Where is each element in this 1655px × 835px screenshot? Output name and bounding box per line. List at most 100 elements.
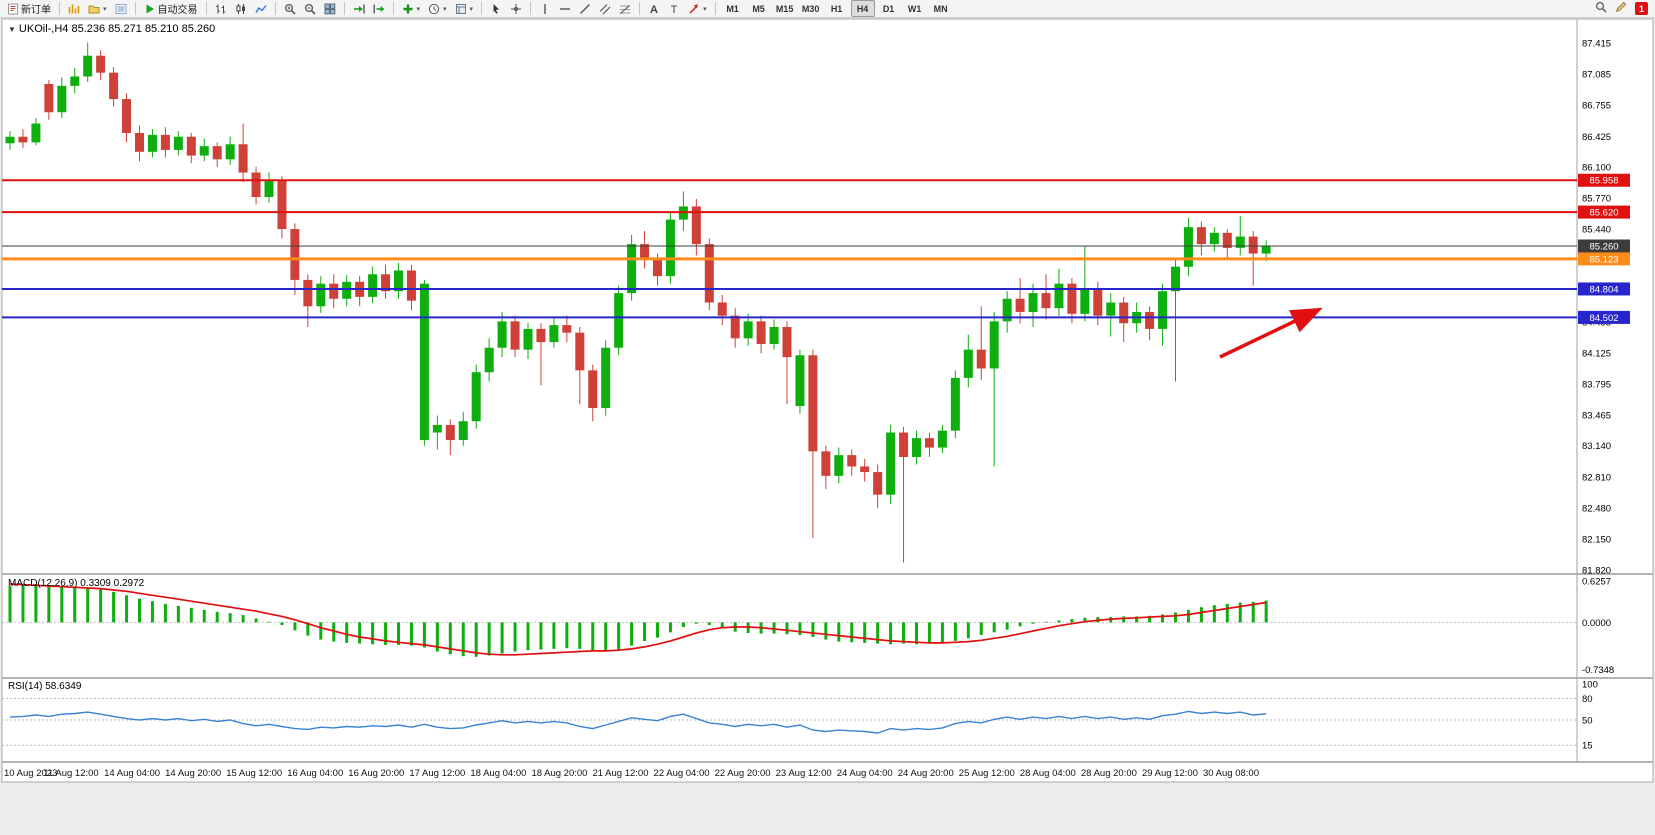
rsi-pane: 100 80 50 15 bbox=[2, 680, 1598, 752]
text-label-button[interactable]: T bbox=[665, 0, 683, 17]
notification-badge[interactable]: 1 bbox=[1635, 2, 1648, 15]
time-axis-label: 22 Aug 20:00 bbox=[715, 768, 771, 779]
dropdown-caret-icon: ▾ bbox=[443, 5, 447, 13]
zoom-out-button[interactable] bbox=[301, 0, 319, 17]
price-axis-tick: 83.465 bbox=[1582, 411, 1611, 422]
price-badge bbox=[1578, 252, 1630, 266]
horizontal-line-button[interactable] bbox=[556, 0, 574, 17]
time-axis-label: 21 Aug 12:00 bbox=[593, 768, 649, 779]
profiles-button[interactable]: ▾ bbox=[85, 0, 110, 17]
search-button[interactable] bbox=[1595, 0, 1607, 18]
zoom-in-button[interactable] bbox=[281, 0, 299, 17]
annotation-arrow[interactable] bbox=[1219, 307, 1323, 359]
rsi-axis-tick: 80 bbox=[1582, 694, 1593, 705]
dropdown-caret-icon: ▾ bbox=[103, 5, 107, 13]
rsi-axis-tick: 50 bbox=[1582, 716, 1593, 727]
new-order-button[interactable]: 新订单 bbox=[4, 0, 54, 17]
play-icon bbox=[146, 4, 154, 13]
textT-icon: T bbox=[671, 4, 678, 15]
timeframe-m5-button[interactable]: M5 bbox=[752, 3, 765, 14]
crosshair-icon bbox=[511, 3, 522, 14]
arrows-button[interactable]: ▾ bbox=[685, 0, 710, 17]
toolbar-separator bbox=[639, 2, 641, 15]
candle-chart-button[interactable] bbox=[232, 0, 250, 17]
toolbar-separator bbox=[481, 2, 483, 15]
arrows-icon bbox=[689, 3, 699, 14]
price-badge-label: 85.620 bbox=[1589, 208, 1618, 219]
chart-expand-icon[interactable]: ▼ bbox=[8, 25, 16, 34]
text-button[interactable]: A bbox=[645, 0, 663, 17]
chart-shift-icon bbox=[373, 4, 385, 13]
auto-scroll-button[interactable] bbox=[350, 0, 368, 17]
dropdown-caret-icon: ▾ bbox=[469, 5, 474, 13]
charts-button[interactable] bbox=[65, 0, 83, 17]
price-axis-tick: 85.770 bbox=[1582, 193, 1611, 204]
price-badge bbox=[1578, 205, 1630, 219]
timeframe-w1-button[interactable]: W1 bbox=[907, 3, 922, 14]
toolbar-separator bbox=[392, 2, 394, 15]
price-axis-tick: 87.085 bbox=[1582, 70, 1611, 81]
timeframe-m30-button[interactable]: M30 bbox=[801, 3, 820, 14]
edit-button[interactable] bbox=[1615, 0, 1627, 18]
price-badge bbox=[1578, 173, 1630, 187]
vertical-line-button[interactable] bbox=[536, 0, 554, 17]
chart-shift-button[interactable] bbox=[370, 0, 388, 17]
chart-background bbox=[1, 18, 1654, 783]
time-axis-label: 28 Aug 20:00 bbox=[1081, 768, 1137, 779]
line-chart-button[interactable] bbox=[252, 0, 270, 17]
price-axis-tick: 81.820 bbox=[1582, 566, 1611, 577]
crosshair-button[interactable] bbox=[507, 0, 525, 17]
timeframe-mn-button[interactable]: MN bbox=[933, 3, 948, 14]
new-order-icon bbox=[8, 3, 18, 14]
time-axis-label: 16 Aug 20:00 bbox=[348, 768, 404, 779]
toolbar-separator bbox=[714, 2, 716, 15]
macd-axis-tick: 0.6257 bbox=[1582, 577, 1611, 588]
candles-icon bbox=[236, 3, 245, 14]
cursor-button[interactable] bbox=[487, 0, 505, 17]
timeframe-m1-button[interactable]: M1 bbox=[726, 3, 739, 14]
rsi-indicator-label: RSI(14) 58.6349 bbox=[8, 681, 82, 692]
channel-button[interactable] bbox=[596, 0, 614, 17]
autotrading-button-label: 自动交易 bbox=[157, 5, 198, 16]
price-axis-tick: 82.480 bbox=[1582, 503, 1611, 514]
autotrading-button[interactable]: 自动交易 bbox=[141, 0, 201, 17]
time-axis-label: 18 Aug 04:00 bbox=[470, 768, 526, 779]
toolbar-separator bbox=[530, 2, 532, 15]
indicators-button[interactable]: ▾ bbox=[399, 0, 424, 17]
templates-button[interactable]: ▾ bbox=[452, 0, 477, 17]
chart-title: ▼ UKOil-,H4 85.236 85.271 85.210 85.260 bbox=[8, 23, 215, 35]
bars-icon bbox=[215, 4, 225, 13]
tile-windows-button[interactable] bbox=[321, 0, 339, 17]
auto-scroll-icon bbox=[353, 4, 365, 13]
candlestick-series bbox=[5, 42, 1271, 563]
rsi-axis-tick: 15 bbox=[1582, 741, 1593, 752]
price-axis-tick: 87.415 bbox=[1582, 39, 1611, 50]
time-axis-label: 22 Aug 04:00 bbox=[654, 768, 710, 779]
data-window-button[interactable] bbox=[112, 0, 130, 17]
window-bottom-area bbox=[0, 783, 1655, 830]
pencil-icon bbox=[1615, 1, 1627, 12]
search-icon bbox=[1595, 1, 1607, 13]
rsi-line bbox=[9, 710, 1267, 734]
main-toolbar: 新订单 ▾ 自动交易 ▾ ▾ ▾ A T ▾ M1 M5 M15 M30 H1 H4 D1 W1 MN 1 bbox=[0, 0, 1655, 18]
timeframe-m15-button[interactable]: M15 bbox=[775, 3, 794, 14]
time-axis-label: 28 Aug 04:00 bbox=[1020, 768, 1076, 779]
macd-axis-tick: -0.7348 bbox=[1582, 665, 1614, 676]
time-axis-label: 11 Aug 12:00 bbox=[43, 768, 98, 779]
periods-button[interactable]: ▾ bbox=[425, 0, 450, 17]
price-axis-tick: 83.140 bbox=[1582, 441, 1611, 452]
time-axis-label: 16 Aug 04:00 bbox=[287, 768, 343, 779]
bar-chart-button[interactable] bbox=[212, 0, 230, 17]
trendline-button[interactable] bbox=[576, 0, 594, 17]
price-badge-label: 84.502 bbox=[1589, 313, 1618, 324]
price-axis-tick: 83.795 bbox=[1582, 380, 1611, 391]
textA-icon: A bbox=[650, 4, 658, 15]
fibonacci-button[interactable] bbox=[616, 0, 634, 17]
timeframe-h1-button[interactable]: H1 bbox=[830, 3, 843, 14]
timeframe-h4-button[interactable]: H4 bbox=[850, 0, 875, 17]
price-axis-tick: 86.755 bbox=[1582, 101, 1611, 112]
timeframe-d1-button[interactable]: D1 bbox=[882, 3, 895, 14]
